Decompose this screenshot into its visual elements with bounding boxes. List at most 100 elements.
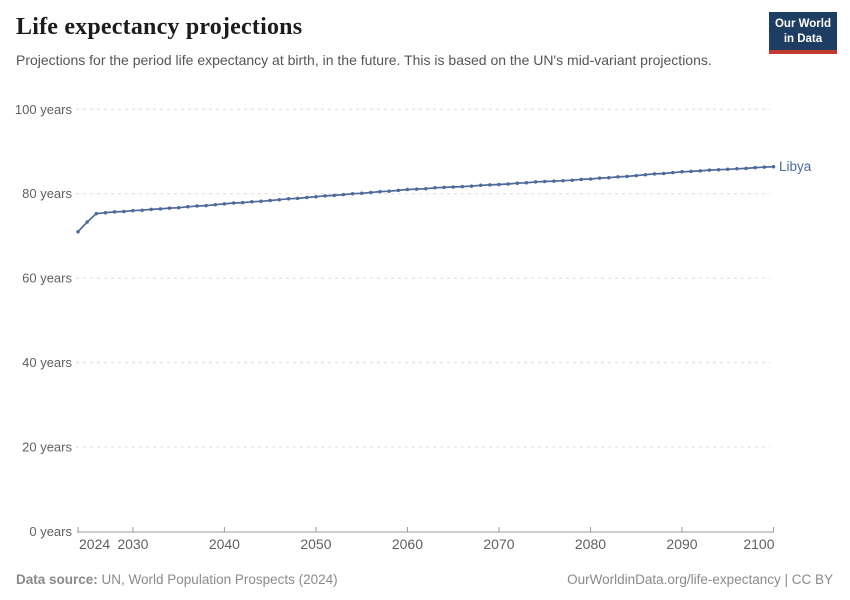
data-source-label: Data source: <box>16 572 98 587</box>
series-label: Libya <box>779 159 812 174</box>
x-tick-label: 2070 <box>483 536 514 552</box>
x-tick-label: 2080 <box>575 536 606 552</box>
data-point[interactable] <box>94 211 99 216</box>
data-point[interactable] <box>140 208 144 212</box>
data-point[interactable] <box>524 181 529 185</box>
data-point[interactable] <box>231 201 236 205</box>
data-point[interactable] <box>698 169 703 173</box>
data-point[interactable] <box>488 183 492 187</box>
data-point[interactable] <box>341 192 346 197</box>
y-tick-label: 60 years <box>22 271 72 286</box>
data-point[interactable] <box>359 191 364 196</box>
data-point[interactable] <box>725 167 730 172</box>
data-point[interactable] <box>204 203 208 208</box>
y-tick-label: 0 years <box>29 524 72 539</box>
y-tick-label: 100 years <box>15 102 73 117</box>
x-tick-label: 2100 <box>743 536 774 552</box>
data-point[interactable] <box>579 177 584 182</box>
data-point[interactable] <box>625 174 629 179</box>
footer-link[interactable]: OurWorldinData.org/life-expectancy | CC … <box>567 572 833 587</box>
data-point[interactable] <box>378 189 382 194</box>
data-point[interactable] <box>753 165 757 170</box>
data-point[interactable] <box>131 208 135 213</box>
data-point[interactable] <box>570 178 574 182</box>
data-point[interactable] <box>323 194 327 198</box>
x-tick-label: 2030 <box>117 536 148 552</box>
data-point[interactable] <box>460 184 465 189</box>
data-point[interactable] <box>762 165 767 169</box>
data-point[interactable] <box>533 180 538 184</box>
data-point[interactable] <box>616 175 620 179</box>
data-point[interactable] <box>158 207 163 211</box>
x-tick-label: 2050 <box>300 536 331 552</box>
data-point[interactable] <box>478 183 483 188</box>
data-point[interactable] <box>213 202 218 207</box>
data-point[interactable] <box>103 210 108 215</box>
data-point[interactable] <box>286 197 291 201</box>
data-point[interactable] <box>442 185 446 190</box>
data-point[interactable] <box>497 182 501 187</box>
data-point[interactable] <box>607 175 611 180</box>
data-point[interactable] <box>643 172 648 177</box>
data-point[interactable] <box>652 172 657 176</box>
data-point[interactable] <box>414 187 419 191</box>
data-point[interactable] <box>350 191 355 196</box>
chart-footer: Data source: UN, World Population Prospe… <box>16 572 833 587</box>
data-point[interactable] <box>259 199 263 204</box>
data-point[interactable] <box>387 189 391 193</box>
data-point[interactable] <box>588 177 593 181</box>
x-tick-label: 2024 <box>79 536 110 552</box>
data-point[interactable] <box>85 220 89 224</box>
data-point[interactable] <box>424 186 428 191</box>
data-point[interactable] <box>451 185 455 189</box>
data-point[interactable] <box>122 209 126 214</box>
data-source-text: UN, World Population Prospects (2024) <box>97 572 338 587</box>
data-point[interactable] <box>634 173 638 178</box>
data-point[interactable] <box>771 164 776 169</box>
data-point[interactable] <box>405 187 410 192</box>
data-point[interactable] <box>469 184 474 188</box>
data-point[interactable] <box>671 170 675 175</box>
data-source: Data source: UN, World Population Prospe… <box>16 572 338 587</box>
data-point[interactable] <box>689 169 693 174</box>
data-point[interactable] <box>112 210 117 214</box>
x-tick-label: 2090 <box>666 536 697 552</box>
data-point[interactable] <box>396 188 401 193</box>
data-point[interactable] <box>195 204 199 208</box>
data-point[interactable] <box>552 179 556 183</box>
chart-subtitle: Projections for the period life expectan… <box>16 52 712 68</box>
data-point[interactable] <box>561 178 565 183</box>
owid-logo-line2: in Data <box>783 32 823 45</box>
owid-logo[interactable]: Our World in Data <box>768 12 837 54</box>
data-point[interactable] <box>515 181 520 185</box>
data-point[interactable] <box>735 167 739 171</box>
data-point[interactable] <box>295 196 300 201</box>
data-point[interactable] <box>597 176 602 180</box>
data-point[interactable] <box>433 186 437 190</box>
data-point[interactable] <box>744 166 748 171</box>
data-point[interactable] <box>176 205 181 210</box>
data-point[interactable] <box>250 200 254 204</box>
data-point[interactable] <box>332 193 336 198</box>
y-tick-label: 20 years <box>22 440 72 455</box>
y-tick-label: 80 years <box>22 186 72 201</box>
data-point[interactable] <box>186 205 190 209</box>
owid-logo-line1: Our World <box>774 18 831 30</box>
data-point[interactable] <box>506 182 510 186</box>
data-point[interactable] <box>680 170 684 174</box>
data-point[interactable] <box>314 194 318 199</box>
data-point[interactable] <box>277 197 282 202</box>
data-point[interactable] <box>149 207 153 212</box>
data-point[interactable] <box>542 179 547 184</box>
data-point[interactable] <box>305 195 309 200</box>
data-point[interactable] <box>268 198 272 203</box>
data-point[interactable] <box>707 168 712 172</box>
data-point[interactable] <box>222 202 227 206</box>
data-point[interactable] <box>369 190 373 195</box>
data-point[interactable] <box>661 171 666 176</box>
data-point[interactable] <box>76 229 80 234</box>
data-point[interactable] <box>716 167 721 172</box>
data-point[interactable] <box>240 200 245 205</box>
data-point[interactable] <box>167 206 172 210</box>
